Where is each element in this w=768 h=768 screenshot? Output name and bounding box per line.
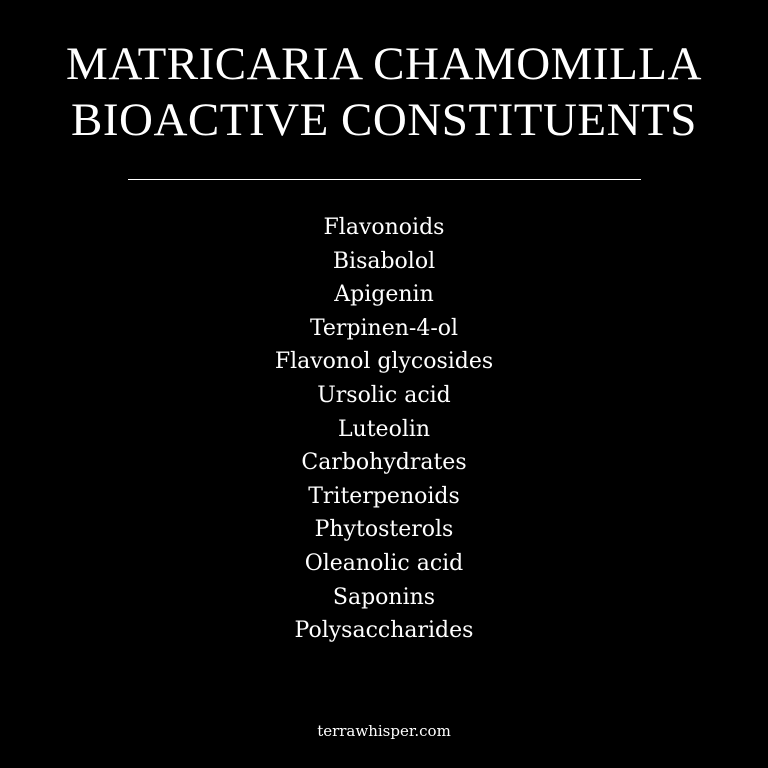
constituents-list: Flavonoids Bisabolol Apigenin Terpinen-4…: [0, 211, 768, 648]
list-item: Triterpenoids: [308, 483, 460, 509]
list-item: Oleanolic acid: [304, 550, 464, 576]
list-item: Terpinen-4-ol: [309, 315, 459, 341]
list-item: Phytosterols: [314, 517, 454, 543]
list-item: Bisabolol: [332, 248, 436, 274]
list-item: Ursolic acid: [317, 382, 451, 408]
list-item: Flavonol glycosides: [274, 349, 494, 375]
list-item: Flavonoids: [323, 215, 445, 240]
list-item: Luteolin: [337, 416, 431, 442]
page-title: MATRICARIA CHAMOMILLA BIOACTIVE CONSTITU…: [0, 36, 768, 148]
footer-site-url: terrawhisper.com: [317, 722, 451, 740]
title-divider: [128, 179, 641, 180]
list-item: Apigenin: [334, 282, 434, 308]
title-line-2: BIOACTIVE CONSTITUENTS: [71, 94, 697, 146]
title-line-1: MATRICARIA CHAMOMILLA: [66, 38, 702, 90]
list-item: Saponins: [332, 584, 436, 610]
list-item: Carbohydrates: [301, 450, 467, 476]
list-item: Polysaccharides: [294, 618, 474, 644]
